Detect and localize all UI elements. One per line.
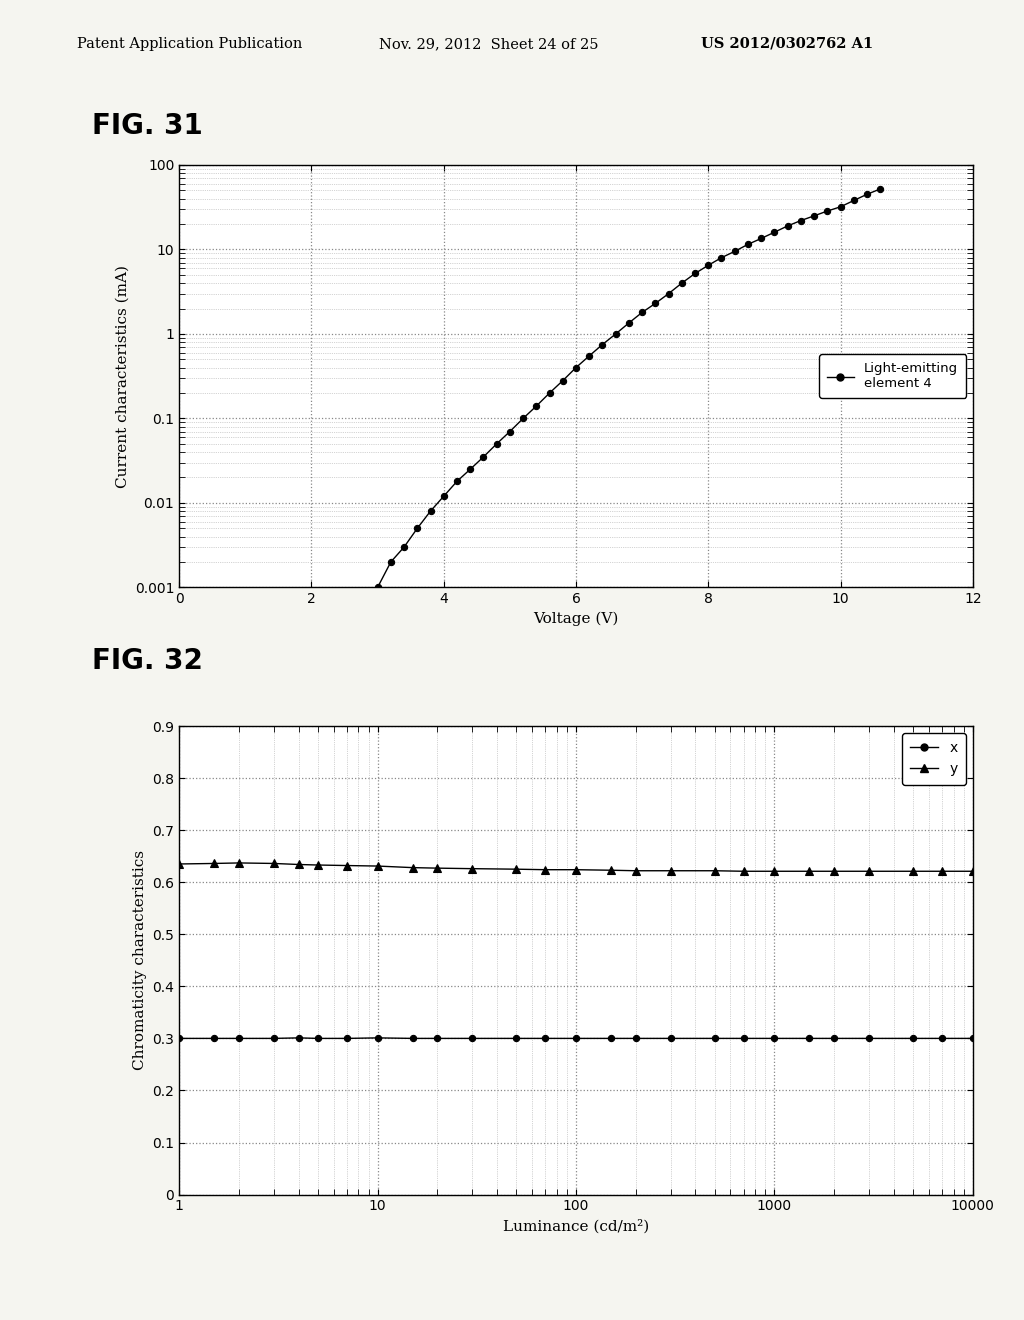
y — [431, 861, 443, 876]
x — [768, 1031, 780, 1047]
y — [372, 858, 384, 874]
x — [737, 1031, 750, 1047]
Y-axis label: Current characteristics (mA): Current characteristics (mA) — [116, 265, 129, 487]
y — [936, 863, 948, 879]
Text: Nov. 29, 2012  Sheet 24 of 25: Nov. 29, 2012 Sheet 24 of 25 — [379, 37, 598, 51]
y — [510, 861, 522, 876]
y — [967, 863, 979, 879]
Text: Patent Application Publication: Patent Application Publication — [77, 37, 302, 51]
Line: y: y — [175, 859, 977, 875]
y — [768, 863, 780, 879]
y — [665, 863, 677, 879]
x — [967, 1031, 979, 1047]
y — [803, 863, 815, 879]
y — [466, 861, 478, 876]
y — [173, 857, 185, 873]
y — [569, 862, 582, 878]
y — [630, 863, 642, 879]
y — [709, 863, 721, 879]
x — [407, 1031, 419, 1047]
y — [208, 855, 220, 871]
Legend: x, y: x, y — [902, 733, 966, 784]
x — [539, 1031, 551, 1047]
x — [605, 1031, 617, 1047]
x — [173, 1031, 185, 1047]
Legend: Light-emitting
element 4: Light-emitting element 4 — [819, 354, 967, 399]
X-axis label: Voltage (V): Voltage (V) — [534, 611, 618, 626]
x — [569, 1031, 582, 1047]
x — [267, 1031, 280, 1047]
x — [803, 1031, 815, 1047]
x — [232, 1031, 245, 1047]
y — [907, 863, 920, 879]
x — [466, 1031, 478, 1047]
y — [539, 862, 551, 878]
x — [341, 1031, 353, 1047]
x — [208, 1031, 220, 1047]
y — [311, 857, 324, 873]
y — [605, 862, 617, 878]
Text: FIG. 32: FIG. 32 — [92, 647, 203, 675]
x — [372, 1030, 384, 1045]
Line: x: x — [176, 1035, 976, 1041]
y — [341, 858, 353, 874]
y — [232, 855, 245, 871]
x — [665, 1031, 677, 1047]
y — [407, 859, 419, 875]
x — [863, 1031, 876, 1047]
x — [630, 1031, 642, 1047]
x — [293, 1030, 305, 1045]
X-axis label: Luminance (cd/m²): Luminance (cd/m²) — [503, 1218, 649, 1233]
y — [267, 855, 280, 871]
x — [936, 1031, 948, 1047]
x — [431, 1031, 443, 1047]
x — [828, 1031, 841, 1047]
Text: US 2012/0302762 A1: US 2012/0302762 A1 — [701, 37, 873, 51]
y — [828, 863, 841, 879]
y — [863, 863, 876, 879]
y — [737, 863, 750, 879]
y — [293, 857, 305, 873]
x — [709, 1031, 721, 1047]
x — [510, 1031, 522, 1047]
x — [311, 1031, 324, 1047]
x — [907, 1031, 920, 1047]
Text: FIG. 31: FIG. 31 — [92, 112, 203, 140]
Y-axis label: Chromaticity characteristics: Chromaticity characteristics — [133, 850, 146, 1071]
